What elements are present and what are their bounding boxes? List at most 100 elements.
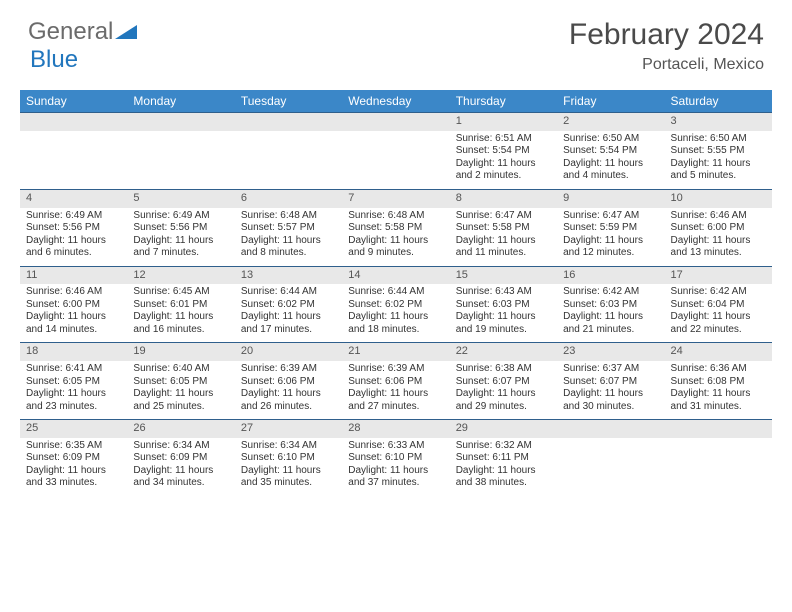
sunset-text: Sunset: 6:07 PM: [563, 376, 658, 389]
date-body: Sunrise: 6:50 AMSunset: 5:55 PMDaylight:…: [665, 131, 772, 189]
calendar-cell: 13Sunrise: 6:44 AMSunset: 6:02 PMDayligh…: [235, 266, 342, 343]
calendar-cell: 29Sunrise: 6:32 AMSunset: 6:11 PMDayligh…: [450, 420, 557, 496]
calendar-cell: 2Sunrise: 6:50 AMSunset: 5:54 PMDaylight…: [557, 113, 664, 190]
sunset-text: Sunset: 5:54 PM: [563, 145, 658, 158]
sunrise-text: Sunrise: 6:47 AM: [456, 210, 551, 223]
calendar-body: 1Sunrise: 6:51 AMSunset: 5:54 PMDaylight…: [20, 113, 772, 496]
sunrise-text: Sunrise: 6:32 AM: [456, 440, 551, 453]
sunset-text: Sunset: 5:56 PM: [133, 222, 228, 235]
date-body: Sunrise: 6:33 AMSunset: 6:10 PMDaylight:…: [342, 438, 449, 496]
logo-triangle-icon: [115, 18, 137, 46]
day-header-thursday: Thursday: [450, 90, 557, 113]
calendar-cell: 22Sunrise: 6:38 AMSunset: 6:07 PMDayligh…: [450, 343, 557, 420]
sunrise-text: Sunrise: 6:33 AM: [348, 440, 443, 453]
sunset-text: Sunset: 6:10 PM: [348, 452, 443, 465]
date-body: Sunrise: 6:38 AMSunset: 6:07 PMDaylight:…: [450, 361, 557, 419]
date-number: 29: [450, 420, 557, 438]
daylight-text: Daylight: 11 hours and 26 minutes.: [241, 388, 336, 413]
month-title: February 2024: [569, 18, 764, 52]
sunrise-text: Sunrise: 6:39 AM: [348, 363, 443, 376]
date-body-empty: [20, 131, 127, 187]
date-number: 13: [235, 267, 342, 285]
calendar-cell: 20Sunrise: 6:39 AMSunset: 6:06 PMDayligh…: [235, 343, 342, 420]
sunset-text: Sunset: 6:02 PM: [241, 299, 336, 312]
sunset-text: Sunset: 6:03 PM: [456, 299, 551, 312]
sunrise-text: Sunrise: 6:48 AM: [348, 210, 443, 223]
sunset-text: Sunset: 6:07 PM: [456, 376, 551, 389]
sunset-text: Sunset: 5:54 PM: [456, 145, 551, 158]
date-number: 9: [557, 190, 664, 208]
sunrise-text: Sunrise: 6:41 AM: [26, 363, 121, 376]
sunrise-text: Sunrise: 6:37 AM: [563, 363, 658, 376]
calendar-cell: 21Sunrise: 6:39 AMSunset: 6:06 PMDayligh…: [342, 343, 449, 420]
date-body: Sunrise: 6:42 AMSunset: 6:04 PMDaylight:…: [665, 284, 772, 342]
sunrise-text: Sunrise: 6:46 AM: [26, 286, 121, 299]
week-row: 11Sunrise: 6:46 AMSunset: 6:00 PMDayligh…: [20, 266, 772, 343]
calendar-cell: 1Sunrise: 6:51 AMSunset: 5:54 PMDaylight…: [450, 113, 557, 190]
date-number: 14: [342, 267, 449, 285]
logo-text-blue: Blue: [30, 46, 78, 73]
sunset-text: Sunset: 6:03 PM: [563, 299, 658, 312]
calendar-cell: [235, 113, 342, 190]
daylight-text: Daylight: 11 hours and 29 minutes.: [456, 388, 551, 413]
calendar-cell: 12Sunrise: 6:45 AMSunset: 6:01 PMDayligh…: [127, 266, 234, 343]
date-body-empty: [342, 131, 449, 187]
day-header-tuesday: Tuesday: [235, 90, 342, 113]
sunrise-text: Sunrise: 6:42 AM: [563, 286, 658, 299]
sunset-text: Sunset: 6:08 PM: [671, 376, 766, 389]
date-body: Sunrise: 6:37 AMSunset: 6:07 PMDaylight:…: [557, 361, 664, 419]
sunrise-text: Sunrise: 6:46 AM: [671, 210, 766, 223]
daylight-text: Daylight: 11 hours and 12 minutes.: [563, 235, 658, 260]
date-body-empty: [127, 131, 234, 187]
date-number: 24: [665, 343, 772, 361]
date-number: 2: [557, 113, 664, 131]
empty-date: [342, 113, 449, 131]
daylight-text: Daylight: 11 hours and 18 minutes.: [348, 311, 443, 336]
date-body: Sunrise: 6:48 AMSunset: 5:57 PMDaylight:…: [235, 208, 342, 266]
date-number: 6: [235, 190, 342, 208]
date-number: 1: [450, 113, 557, 131]
sunset-text: Sunset: 5:58 PM: [348, 222, 443, 235]
sunset-text: Sunset: 5:57 PM: [241, 222, 336, 235]
day-header-sunday: Sunday: [20, 90, 127, 113]
calendar-cell: 16Sunrise: 6:42 AMSunset: 6:03 PMDayligh…: [557, 266, 664, 343]
empty-date: [235, 113, 342, 131]
week-row: 25Sunrise: 6:35 AMSunset: 6:09 PMDayligh…: [20, 420, 772, 496]
empty-date: [557, 420, 664, 438]
calendar-cell: 26Sunrise: 6:34 AMSunset: 6:09 PMDayligh…: [127, 420, 234, 496]
date-body: Sunrise: 6:48 AMSunset: 5:58 PMDaylight:…: [342, 208, 449, 266]
date-number: 22: [450, 343, 557, 361]
date-number: 26: [127, 420, 234, 438]
date-body: Sunrise: 6:45 AMSunset: 6:01 PMDaylight:…: [127, 284, 234, 342]
date-body: Sunrise: 6:47 AMSunset: 5:58 PMDaylight:…: [450, 208, 557, 266]
sunrise-text: Sunrise: 6:42 AM: [671, 286, 766, 299]
date-body: Sunrise: 6:40 AMSunset: 6:05 PMDaylight:…: [127, 361, 234, 419]
date-number: 18: [20, 343, 127, 361]
calendar-cell: 10Sunrise: 6:46 AMSunset: 6:00 PMDayligh…: [665, 189, 772, 266]
date-body-empty: [665, 438, 772, 494]
sunrise-text: Sunrise: 6:43 AM: [456, 286, 551, 299]
date-body-empty: [235, 131, 342, 187]
sunset-text: Sunset: 6:00 PM: [671, 222, 766, 235]
date-body: Sunrise: 6:44 AMSunset: 6:02 PMDaylight:…: [235, 284, 342, 342]
sunrise-text: Sunrise: 6:50 AM: [671, 133, 766, 146]
daylight-text: Daylight: 11 hours and 14 minutes.: [26, 311, 121, 336]
calendar-cell: [127, 113, 234, 190]
calendar-cell: 4Sunrise: 6:49 AMSunset: 5:56 PMDaylight…: [20, 189, 127, 266]
calendar-cell: 17Sunrise: 6:42 AMSunset: 6:04 PMDayligh…: [665, 266, 772, 343]
sunset-text: Sunset: 5:55 PM: [671, 145, 766, 158]
calendar-cell: 5Sunrise: 6:49 AMSunset: 5:56 PMDaylight…: [127, 189, 234, 266]
sunset-text: Sunset: 6:00 PM: [26, 299, 121, 312]
date-body: Sunrise: 6:39 AMSunset: 6:06 PMDaylight:…: [342, 361, 449, 419]
date-number: 28: [342, 420, 449, 438]
date-body: Sunrise: 6:44 AMSunset: 6:02 PMDaylight:…: [342, 284, 449, 342]
daylight-text: Daylight: 11 hours and 35 minutes.: [241, 465, 336, 490]
date-body: Sunrise: 6:35 AMSunset: 6:09 PMDaylight:…: [20, 438, 127, 496]
date-body: Sunrise: 6:42 AMSunset: 6:03 PMDaylight:…: [557, 284, 664, 342]
date-number: 21: [342, 343, 449, 361]
date-body: Sunrise: 6:34 AMSunset: 6:09 PMDaylight:…: [127, 438, 234, 496]
daylight-text: Daylight: 11 hours and 7 minutes.: [133, 235, 228, 260]
calendar-cell: [665, 420, 772, 496]
daylight-text: Daylight: 11 hours and 33 minutes.: [26, 465, 121, 490]
date-number: 15: [450, 267, 557, 285]
